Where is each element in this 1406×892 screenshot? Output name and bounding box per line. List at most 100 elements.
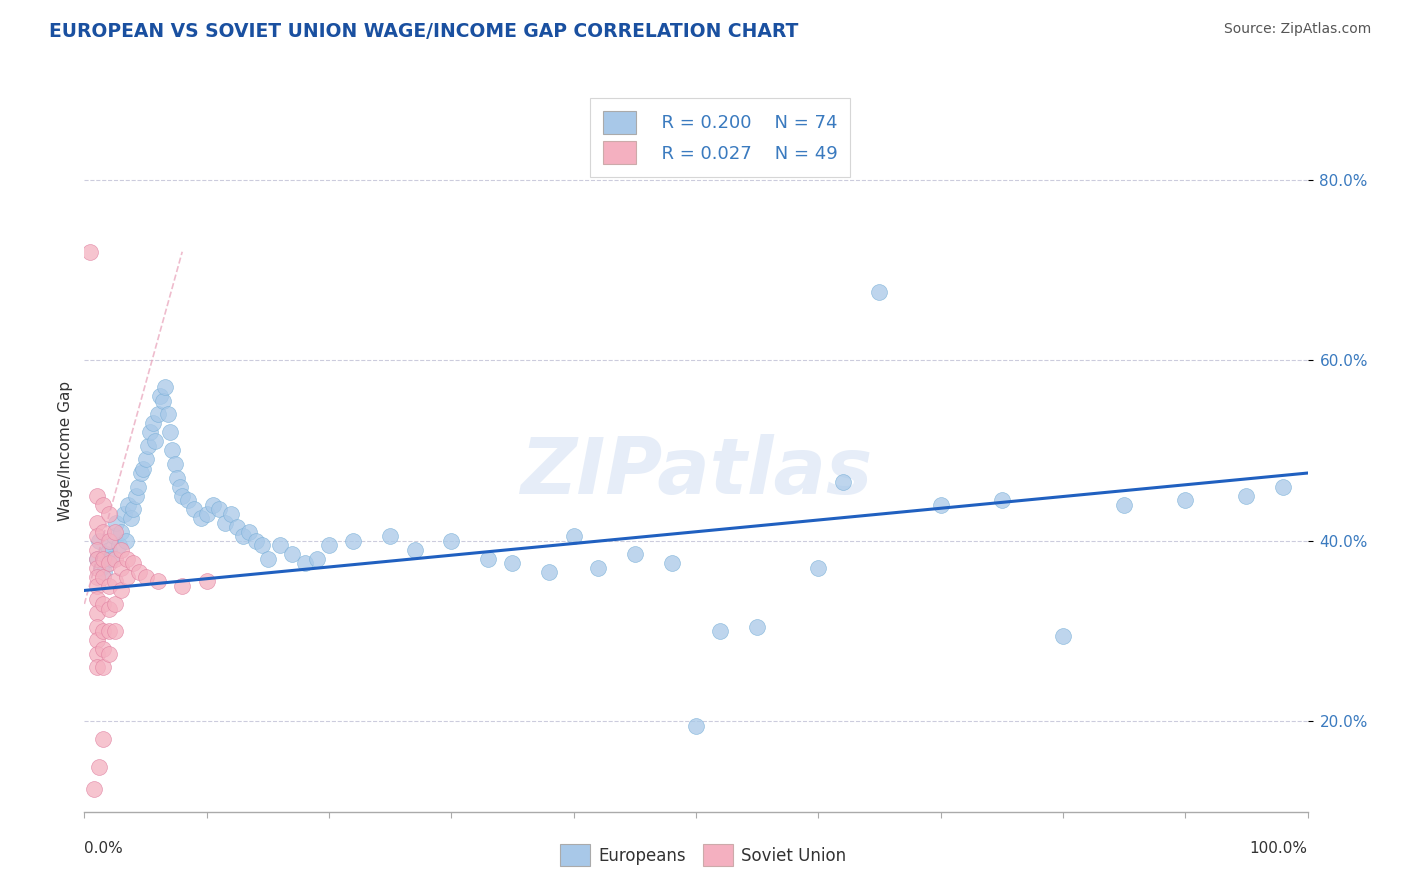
Point: [294, 557, 316, 571]
Point: [166, 470, 188, 484]
Point: [146, 574, 169, 589]
Point: [91, 524, 114, 539]
Point: [136, 439, 159, 453]
Point: [1272, 480, 1295, 494]
Point: [219, 507, 242, 521]
Point: [86, 660, 108, 674]
Point: [104, 551, 127, 566]
Point: [87, 759, 110, 773]
Point: [172, 489, 194, 503]
Point: [97, 507, 120, 521]
Point: [100, 551, 122, 566]
Point: [97, 557, 120, 571]
Point: [103, 529, 125, 543]
Point: [86, 551, 108, 566]
Point: [93, 566, 115, 580]
Point: [107, 538, 129, 552]
Point: [120, 511, 142, 525]
Point: [112, 507, 135, 521]
Point: [97, 533, 120, 548]
Point: [139, 425, 162, 440]
Point: [91, 624, 114, 639]
Point: [97, 647, 120, 661]
Point: [79, 244, 101, 259]
Point: [807, 561, 830, 575]
Point: [104, 597, 127, 611]
Point: [86, 619, 108, 633]
Point: [162, 443, 184, 458]
Point: [125, 489, 148, 503]
Point: [1114, 498, 1136, 512]
Point: [281, 547, 304, 561]
Point: [929, 498, 952, 512]
Point: [269, 538, 291, 552]
Point: [97, 579, 120, 593]
Point: [380, 529, 402, 543]
Point: [153, 380, 176, 394]
Point: [86, 592, 108, 607]
Point: [86, 633, 108, 648]
Point: [404, 542, 426, 557]
Point: [115, 551, 138, 566]
Point: [135, 452, 157, 467]
Point: [104, 524, 127, 539]
Point: [685, 719, 707, 733]
Point: [128, 566, 150, 580]
Point: [1174, 493, 1197, 508]
Point: [318, 538, 340, 552]
Point: [110, 583, 132, 598]
Point: [135, 570, 157, 584]
Point: [117, 498, 139, 512]
Point: [115, 570, 138, 584]
Point: [208, 502, 231, 516]
Point: [97, 624, 120, 639]
Point: [146, 407, 169, 421]
Point: [226, 520, 249, 534]
Point: [250, 538, 273, 552]
Point: [105, 516, 128, 530]
Point: [477, 551, 499, 566]
Point: [624, 547, 647, 561]
Point: [122, 557, 145, 571]
Point: [110, 542, 132, 557]
Point: [177, 493, 200, 508]
Point: [104, 624, 127, 639]
Text: 0.0%: 0.0%: [84, 840, 124, 855]
Point: [110, 561, 132, 575]
Point: [1236, 489, 1258, 503]
Point: [661, 557, 683, 571]
Point: [502, 557, 524, 571]
Point: [163, 457, 186, 471]
Point: [869, 285, 891, 300]
Point: [86, 516, 108, 530]
Point: [183, 502, 205, 516]
Legend:   R = 0.200    N = 74,   R = 0.027    N = 49: R = 0.200 N = 74, R = 0.027 N = 49: [591, 98, 851, 178]
Point: [201, 498, 224, 512]
Point: [97, 601, 120, 615]
Point: [152, 393, 174, 408]
Point: [586, 561, 609, 575]
Point: [440, 533, 463, 548]
Point: [214, 516, 236, 530]
Point: [90, 561, 112, 575]
Point: [91, 498, 114, 512]
Point: [156, 407, 179, 421]
Point: [115, 533, 138, 548]
Point: [342, 533, 364, 548]
Point: [190, 511, 212, 525]
Point: [132, 461, 155, 475]
Point: [831, 475, 853, 489]
Point: [562, 529, 585, 543]
Point: [91, 597, 114, 611]
Point: [86, 529, 108, 543]
Point: [96, 547, 118, 561]
Point: [122, 502, 145, 516]
Point: [86, 606, 108, 620]
Point: [245, 533, 267, 548]
Point: [83, 782, 105, 797]
Point: [86, 489, 108, 503]
Point: [91, 660, 114, 674]
Point: [86, 542, 108, 557]
Point: [305, 551, 328, 566]
Point: [257, 551, 280, 566]
